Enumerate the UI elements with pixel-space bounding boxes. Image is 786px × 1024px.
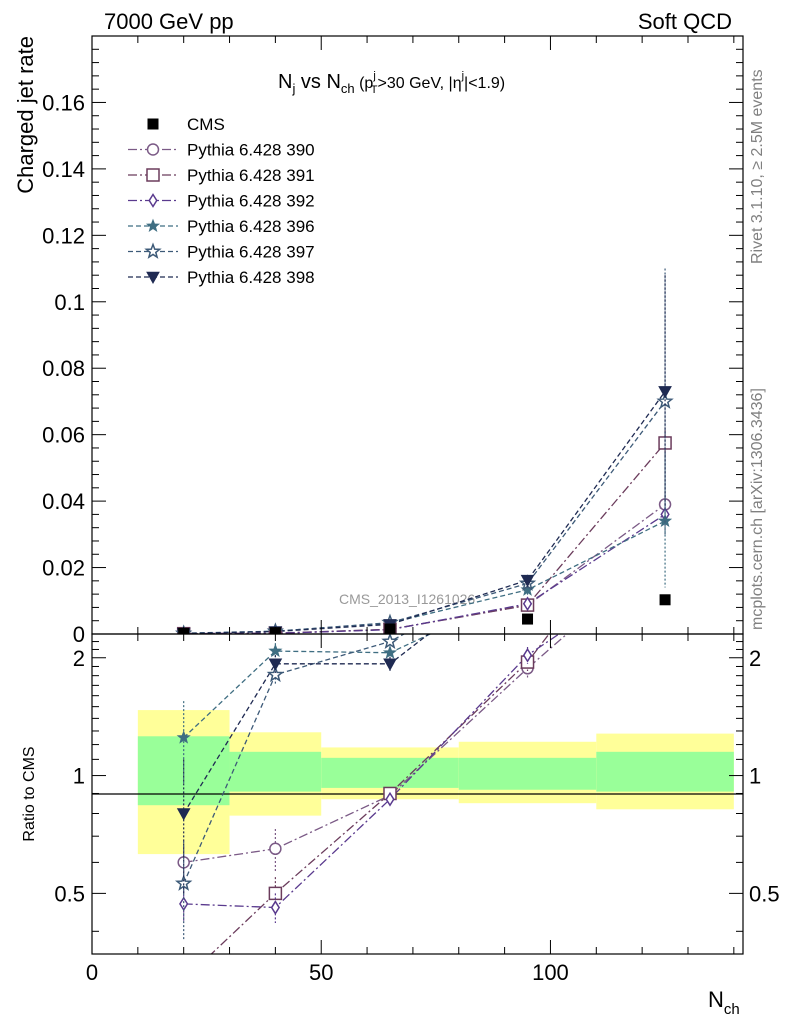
ratio-point [385, 791, 395, 807]
series-line-Pythia-6.428-392 [183, 513, 666, 634]
series-line-Pythia-6.428-398 [183, 391, 666, 634]
legend-label: Pythia 6.428 396 [187, 217, 315, 236]
legend-marker [146, 143, 160, 156]
ratio-point [522, 553, 534, 564]
cms-data-point [659, 594, 671, 606]
ratio-series-group [174, 553, 568, 986]
tick-label: 2 [749, 646, 761, 671]
cms-data-point [522, 613, 534, 625]
legend-label: CMS [187, 115, 225, 134]
ratio-point [179, 896, 189, 912]
band-green-1 [229, 751, 322, 792]
ratio-line-Pythia-6.428-397 [183, 634, 406, 884]
tick-label: 0.14 [42, 157, 85, 182]
plot-title: Nj vs Nch (pj T>30 GeV, |ηj|<1.9) [278, 70, 505, 96]
tick-label: 100 [532, 960, 569, 985]
ratio-point [270, 900, 281, 915]
tick-label: 0 [73, 622, 85, 647]
data-point [657, 513, 673, 528]
band-green-2 [321, 757, 459, 788]
band-green-4 [596, 751, 734, 792]
ratio-point [176, 808, 191, 821]
y-axis-label-ratio: Ratio to CMS [21, 746, 38, 841]
ratio-point [268, 658, 283, 671]
tick-label: 0.16 [42, 90, 85, 115]
legend-marker [146, 168, 160, 182]
x-axis-label: Nch [708, 987, 740, 1018]
ratio-point [174, 874, 193, 891]
legend-marker [146, 271, 160, 285]
tick-label: 0.04 [42, 489, 85, 514]
ratio-point [522, 647, 533, 663]
tick-label: 0.08 [42, 356, 85, 381]
legend-label: Pythia 6.428 390 [187, 141, 315, 160]
ratio-point [381, 634, 399, 649]
legend-marker [147, 118, 159, 130]
rivet-version-label: Rivet 3.1.10, ≥ 2.5M events [749, 69, 766, 264]
axis-ticks: 0 0.02 0.04 0.06 0.08 0.1 0.12 0.14 0.16 0 50 100 0.… [42, 35, 780, 985]
tick-label: 1 [749, 764, 761, 789]
tick-label: 0.12 [42, 223, 85, 248]
legend-label: Pythia 6.428 398 [187, 268, 315, 287]
cms-data-point [384, 623, 396, 634]
uncertainty-bands [137, 710, 734, 855]
data-point [658, 436, 672, 450]
tick-label: 50 [309, 960, 333, 985]
ratio-point [178, 974, 190, 986]
ratio-plot-frame [91, 633, 744, 955]
tick-label: 0.5 [54, 881, 85, 906]
data-point [658, 386, 672, 399]
top-series-group [174, 268, 674, 634]
tick-label: 0.5 [749, 881, 780, 906]
ratio-point [266, 665, 285, 683]
series-line-Pythia-6.428-396 [183, 520, 666, 634]
tick-label: 0 [86, 960, 98, 985]
mcplots-label: mcplots.cern.ch [arXiv:1306.3436] [749, 388, 766, 630]
tick-label: 0.06 [42, 423, 85, 448]
y-axis-label-top: Charged jet rate [13, 36, 38, 194]
ratio-point [176, 730, 191, 744]
legend-marker [144, 242, 162, 259]
energy-label: 7000 GeV pp [104, 9, 234, 34]
data-point [522, 596, 533, 612]
series-line-Pythia-6.428-397 [183, 401, 666, 634]
ratio-point [521, 561, 534, 574]
tick-label: 0.1 [54, 290, 85, 315]
data-point [520, 574, 535, 588]
tick-label: 2 [73, 646, 85, 671]
tick-label: 1 [73, 764, 85, 789]
ratio-point [268, 643, 283, 658]
process-label: Soft QCD [638, 9, 732, 34]
legend: CMS Pythia 6.428 390 Pythia 6.428 391 Pythi… [128, 115, 315, 287]
legend-label: Pythia 6.428 391 [187, 166, 315, 185]
ratio-point [383, 658, 397, 671]
ratio-point [269, 842, 282, 856]
band-green-3 [458, 757, 597, 790]
tick-label: 0.02 [42, 556, 85, 581]
legend-label: Pythia 6.428 392 [187, 192, 315, 211]
legend-label: Pythia 6.428 397 [187, 243, 315, 262]
analysis-watermark: CMS_2013_I1261026 [339, 591, 475, 607]
legend-marker [148, 193, 158, 208]
legend-marker [145, 218, 161, 233]
ratio-point [382, 645, 398, 659]
